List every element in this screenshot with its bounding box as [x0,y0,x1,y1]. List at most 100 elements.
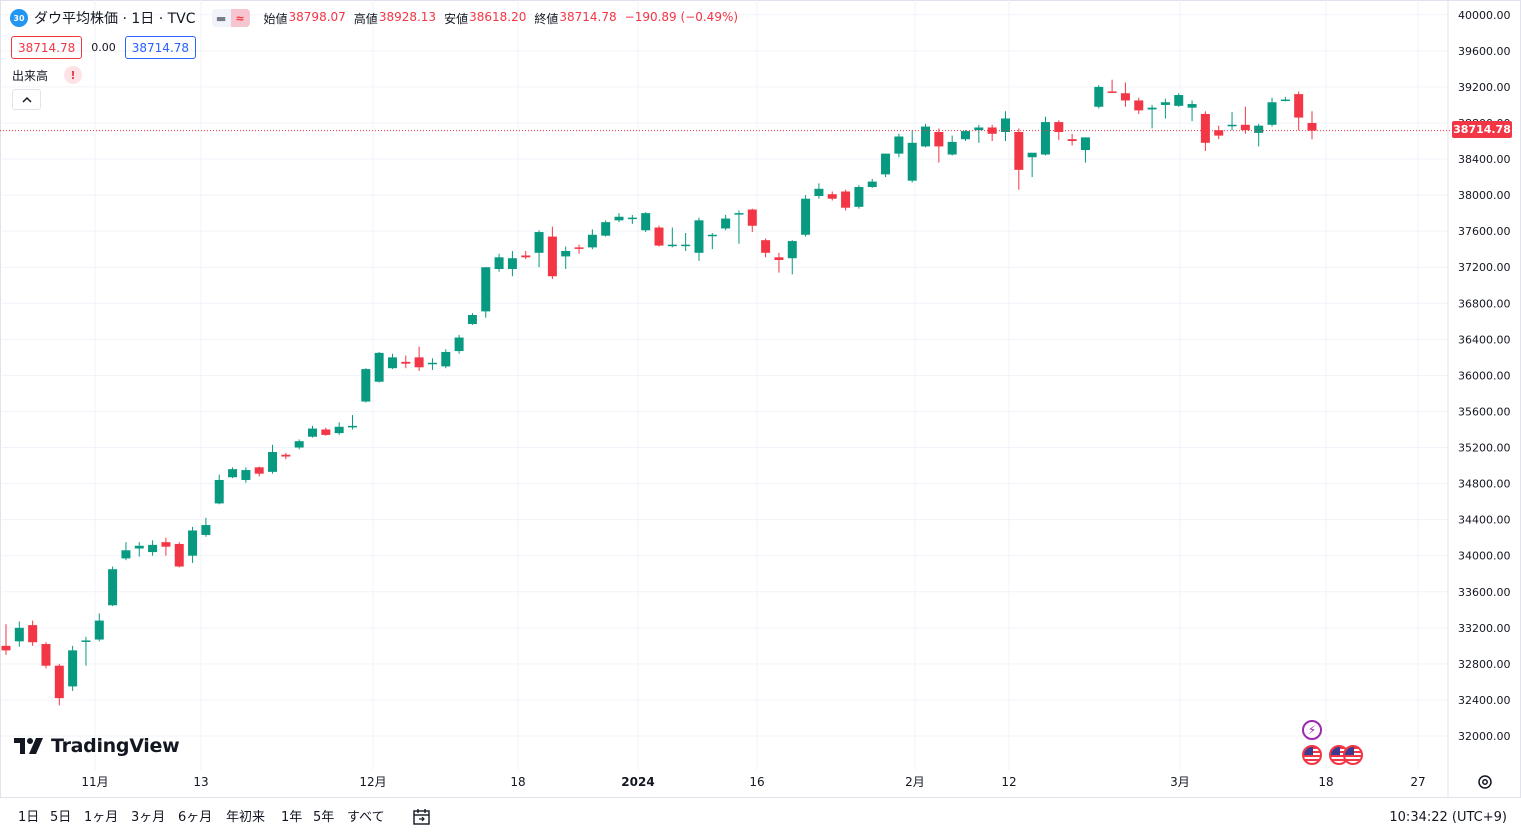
candle-body [308,428,318,437]
candle-body [121,550,131,559]
x-tick-label: 18 [1318,775,1333,789]
x-tick-label: 12 [1001,775,1016,789]
candle [41,642,51,669]
candle-body [481,267,491,312]
candle [134,542,144,557]
candle-body [947,141,957,155]
open-label: 始値 [263,11,288,26]
y-tick-label: 38400.00 [1458,153,1511,166]
line-style-icon[interactable]: ▬ [215,11,227,25]
candle-body [1307,122,1317,131]
gear-icon[interactable] [1476,773,1494,791]
candle-body [361,369,371,402]
candle [1134,97,1144,114]
candle-body [1000,118,1010,132]
candle-body [374,352,384,382]
candle [1107,79,1117,93]
candle-body [494,257,504,270]
candle-body [161,542,171,547]
tradingview-logo-icon [14,737,43,754]
candle-body [507,258,517,270]
candle [54,663,64,706]
price-chart[interactable]: 40000.0039600.0039200.0038800.0038400.00… [0,0,1521,797]
candle-body [347,425,357,428]
candle-body [214,479,224,504]
range-1y-button[interactable]: 1年 [281,810,303,825]
candle [467,313,477,325]
candle [774,252,784,273]
candle-body [268,452,278,472]
range-5y-button[interactable]: 5年 [313,810,335,825]
candle [681,232,691,251]
candle [1227,112,1237,131]
candle [321,427,331,436]
range-all-button[interactable]: すべて [347,810,385,825]
candle [1027,152,1037,178]
y-tick-label: 35600.00 [1458,405,1511,418]
candle [334,422,344,435]
candle-body [521,255,531,258]
candle [214,474,224,505]
candle [81,636,91,666]
y-tick-label: 32000.00 [1458,730,1511,743]
sell-price-box[interactable]: 38714.78 [11,36,83,59]
approx-icon[interactable]: ≈ [230,9,250,27]
range-1m-button[interactable]: 1ヶ月 [84,810,119,825]
range-5d-button[interactable]: 5日 [50,810,72,825]
candle [347,415,357,430]
range-ytd-button[interactable]: 年初来 [226,810,266,825]
candle-body [974,127,984,131]
candle [427,358,437,370]
candle-body [534,232,544,253]
candle-body [254,467,264,474]
candle-body [694,220,704,253]
range-1d-button[interactable]: 1日 [18,810,40,825]
candle-body [1094,86,1104,107]
range-6m-button[interactable]: 6ヶ月 [178,810,213,825]
bottom-toolbar: 1日 5日 1ヶ月 3ヶ月 6ヶ月 年初来 1年 5年 すべて 10:34:22… [0,797,1521,838]
calendar-goto-icon[interactable] [411,807,432,828]
candle-body [68,650,78,687]
y-tick-label: 39600.00 [1458,45,1511,58]
range-3m-button[interactable]: 3ヶ月 [131,810,166,825]
candle-body [641,213,651,231]
candle [161,537,171,556]
candle-body [1214,130,1224,136]
candle [414,346,424,371]
x-tick-label: 2月 [905,775,925,789]
candle-body [134,545,144,549]
earnings-event-icon[interactable]: ⚡ [1302,720,1322,740]
y-tick-label: 36000.00 [1458,369,1511,382]
candle-body [467,314,477,325]
candle [694,217,704,261]
candle-body [414,357,424,368]
close-value: 38714.78 [559,9,617,24]
candle [1067,133,1077,146]
us-flag-event-icon[interactable] [1343,745,1363,765]
warning-icon[interactable]: ! [64,66,83,84]
candle-body [854,186,864,207]
candle [907,130,917,183]
candle-body [1027,152,1037,158]
candle [974,124,984,143]
buy-price-box[interactable]: 38714.78 [124,36,197,59]
symbol-badge-icon[interactable]: 30 [10,9,28,27]
low-label: 安値 [444,11,469,26]
logo-text: TradingView [51,735,180,757]
collapse-legend-button[interactable] [12,89,41,110]
volume-label[interactable]: 出来高 [12,68,49,83]
us-flag-event-icon[interactable] [1302,745,1322,765]
candle-body [174,543,184,567]
candle [361,368,371,403]
candle [401,355,411,369]
legend-toggle[interactable]: ▬ ≈ [211,9,250,27]
tradingview-logo[interactable]: TradingView [14,735,180,757]
candle [894,133,904,158]
clock-timezone[interactable]: 10:34:22 (UTC+9) [1389,810,1507,825]
symbol-title[interactable]: ダウ平均株価 · 1日 · TVC [34,11,196,27]
candle-body [1160,102,1170,105]
close-label: 終値 [534,11,559,26]
candle-body [1080,137,1090,151]
x-tick-label: 16 [749,775,764,789]
candle-body [881,153,891,175]
